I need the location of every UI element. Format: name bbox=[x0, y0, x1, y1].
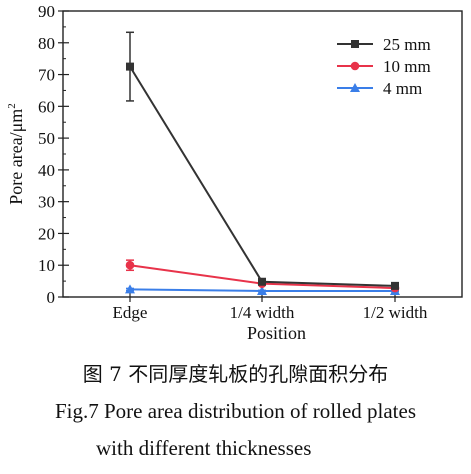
data-point bbox=[126, 62, 134, 71]
series-10-mm bbox=[125, 259, 400, 293]
y-tick-label: 0 bbox=[47, 288, 56, 307]
pore-area-chart: 0 10 20 30 40 50 60 70 80 90 Edge 1/4 width 1/2 widt… bbox=[6, 2, 463, 343]
y-tick-label: 50 bbox=[38, 129, 55, 148]
y-tick-label: 20 bbox=[38, 224, 55, 243]
series-line bbox=[129, 66, 396, 287]
legend-label: 4 mm bbox=[383, 79, 422, 98]
figure-caption-english-line1: Fig.7 Pore area distribution of rolled p… bbox=[54, 399, 416, 423]
legend-label: 25 mm bbox=[383, 35, 431, 54]
y-tick-label: 60 bbox=[38, 97, 55, 116]
x-axis-title: Position bbox=[247, 323, 306, 343]
y-tick-label: 70 bbox=[38, 66, 55, 85]
legend: 25 mm 10 mm 4 mm bbox=[337, 35, 431, 98]
data-point bbox=[391, 281, 399, 290]
data-point bbox=[125, 284, 135, 294]
x-tick-label: Edge bbox=[113, 303, 148, 322]
y-axis-title: Pore area/μm2 bbox=[6, 103, 26, 205]
legend-marker bbox=[350, 61, 360, 71]
y-tick-label: 90 bbox=[38, 2, 55, 21]
x-tick-label: 1/2 width bbox=[363, 303, 428, 322]
y-tick-label: 80 bbox=[38, 34, 55, 53]
x-tick-label: 1/4 width bbox=[230, 303, 295, 322]
legend-marker bbox=[350, 83, 360, 92]
y-tick-label: 40 bbox=[38, 161, 55, 180]
y-tick-label: 30 bbox=[38, 193, 55, 212]
y-tick-label: 10 bbox=[38, 256, 55, 275]
data-point bbox=[257, 285, 267, 295]
legend-marker bbox=[351, 40, 359, 48]
y-axis-title-superscript: 2 bbox=[6, 103, 18, 109]
legend-label: 10 mm bbox=[383, 57, 431, 76]
data-point bbox=[258, 277, 266, 286]
data-point bbox=[125, 260, 135, 270]
figure-caption-chinese: 图 7 不同厚度轧板的孔隙面积分布 bbox=[82, 362, 389, 386]
figure-caption-english-line2: with different thicknesses bbox=[96, 436, 312, 460]
series-25-mm bbox=[126, 31, 399, 290]
